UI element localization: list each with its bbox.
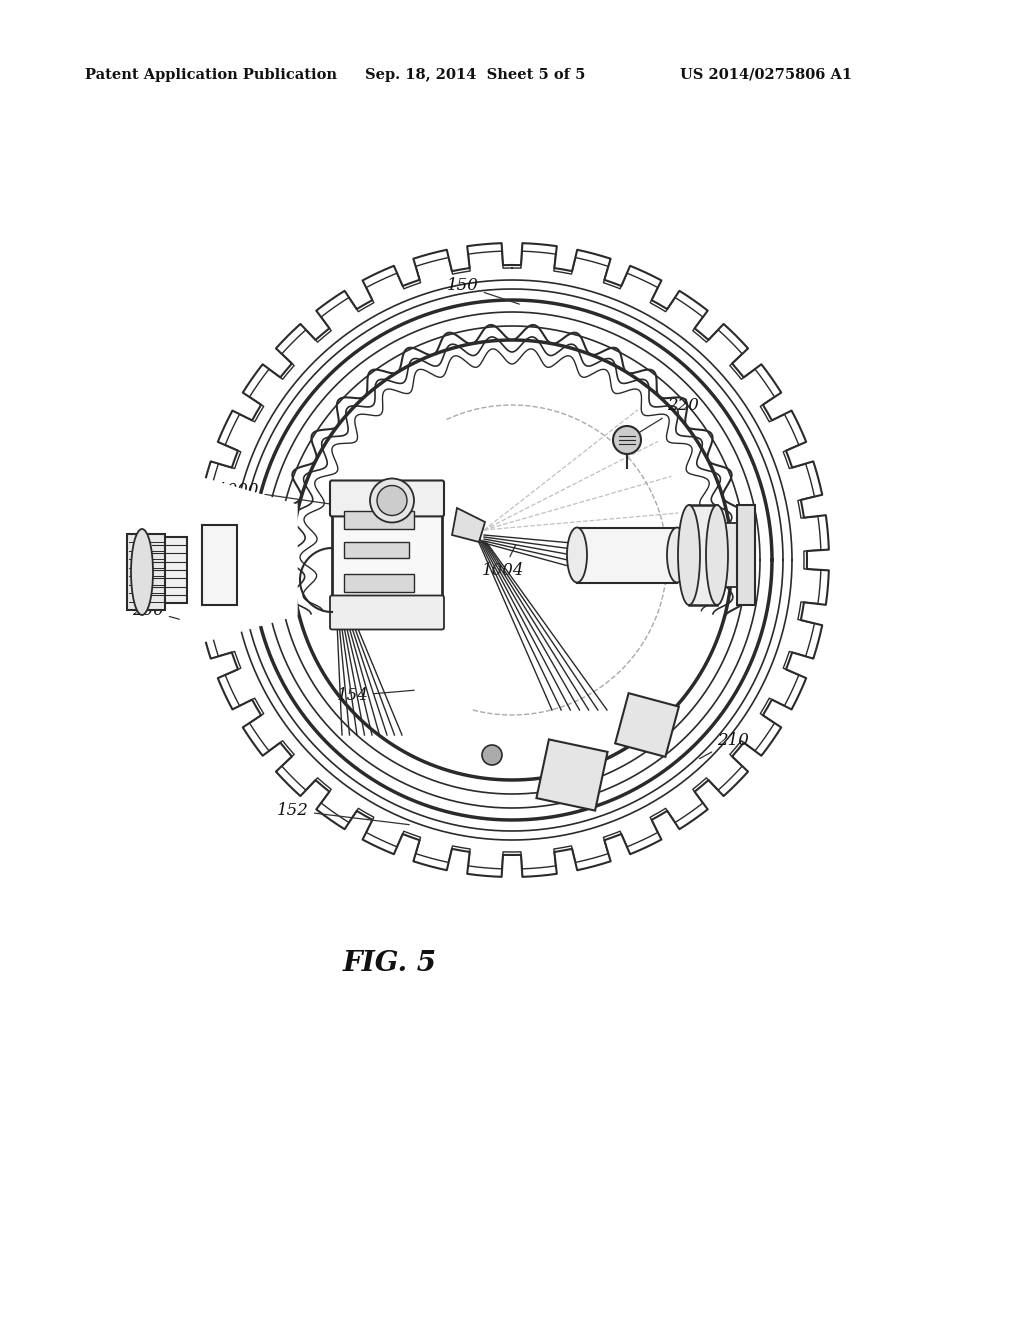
Ellipse shape [706, 506, 728, 605]
FancyBboxPatch shape [330, 595, 444, 630]
FancyBboxPatch shape [330, 480, 444, 516]
Ellipse shape [678, 506, 700, 605]
Text: US 2014/0275806 A1: US 2014/0275806 A1 [680, 69, 852, 82]
Ellipse shape [567, 528, 587, 582]
Bar [332, 483, 442, 627]
Text: 210: 210 [699, 733, 749, 759]
Polygon shape [615, 693, 679, 756]
Bar [152, 537, 187, 603]
Text: Patent Application Publication: Patent Application Publication [85, 69, 337, 82]
Polygon shape [537, 739, 607, 810]
Text: 152: 152 [278, 803, 410, 825]
Circle shape [370, 479, 414, 523]
Circle shape [377, 486, 407, 516]
Bar [737, 506, 755, 605]
Text: 220: 220 [630, 397, 698, 438]
Text: 200: 200 [132, 602, 179, 619]
Bar [344, 574, 414, 591]
Bar [689, 506, 717, 605]
Bar [344, 511, 414, 529]
Text: 150: 150 [447, 277, 519, 304]
Bar [202, 525, 237, 605]
Text: 1000: 1000 [217, 482, 334, 504]
Ellipse shape [131, 529, 153, 615]
Text: 1004: 1004 [482, 545, 524, 579]
Text: FIG. 5: FIG. 5 [343, 950, 437, 977]
Circle shape [613, 426, 641, 454]
Circle shape [482, 744, 502, 766]
Bar [717, 523, 739, 587]
Bar [344, 543, 409, 558]
Text: Sep. 18, 2014  Sheet 5 of 5: Sep. 18, 2014 Sheet 5 of 5 [365, 69, 586, 82]
Polygon shape [452, 508, 485, 543]
Bar [127, 535, 165, 610]
Text: 154: 154 [337, 686, 415, 704]
Bar [577, 528, 677, 582]
Ellipse shape [667, 528, 687, 582]
Polygon shape [193, 475, 297, 645]
